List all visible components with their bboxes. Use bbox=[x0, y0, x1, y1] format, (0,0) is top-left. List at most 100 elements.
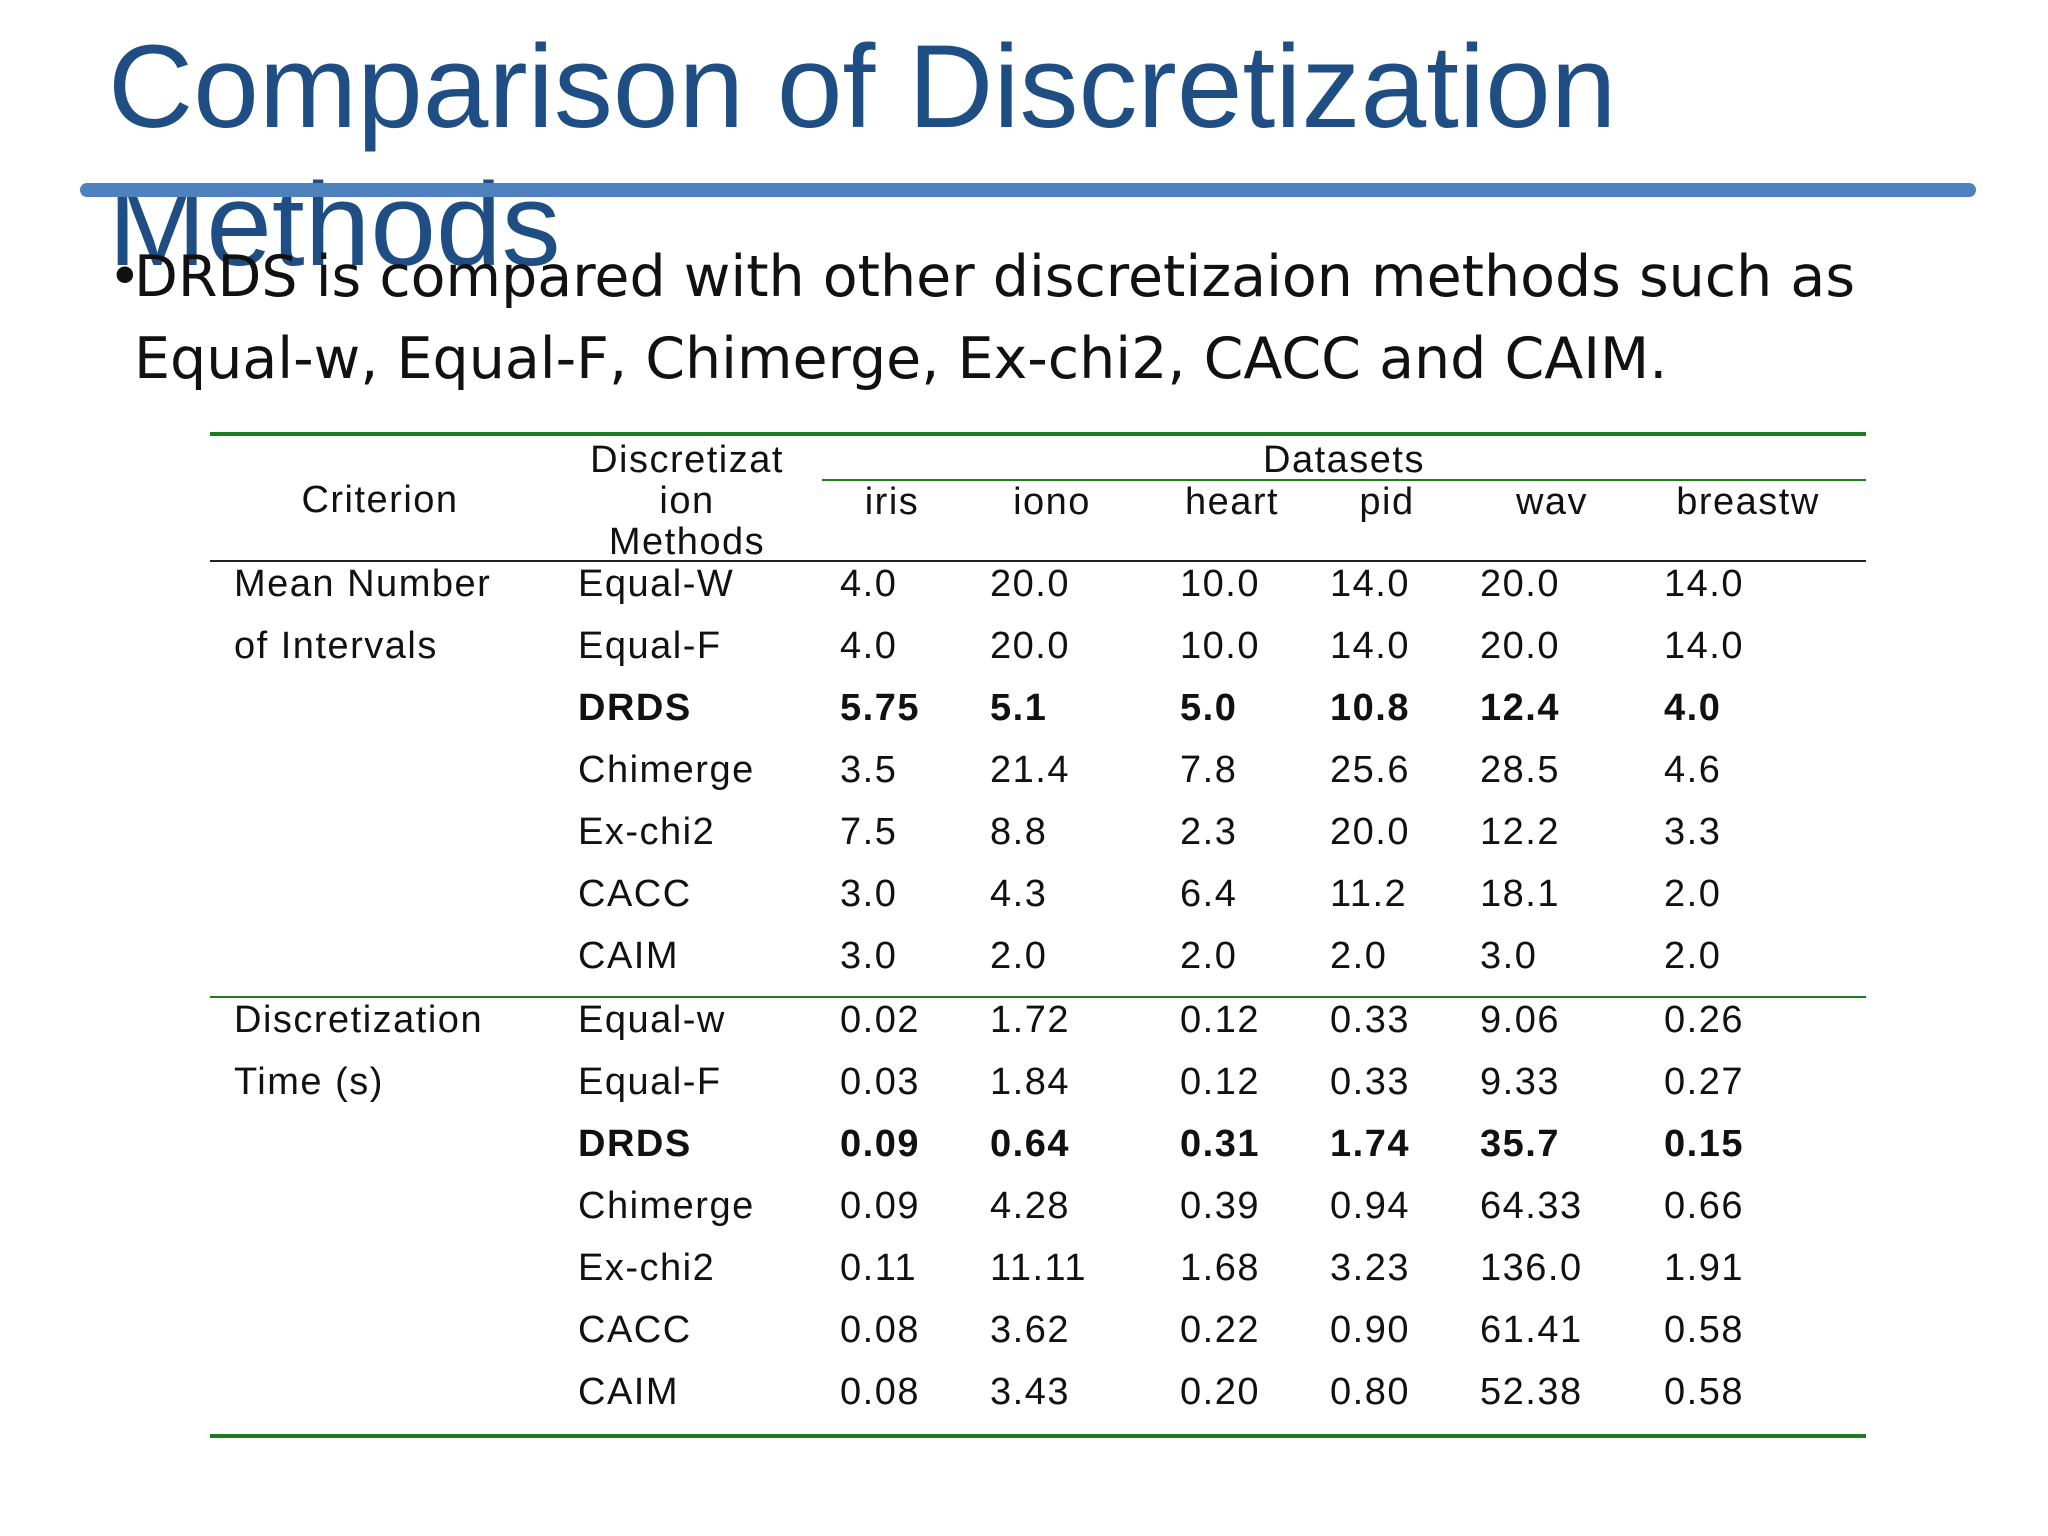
method-cell: Chimerge bbox=[578, 1185, 755, 1227]
method-header-line-1: Discretizat bbox=[590, 439, 784, 481]
value-cell: 2.0 bbox=[1330, 935, 1388, 977]
value-cell: 52.38 bbox=[1480, 1371, 1583, 1413]
value-cell: 0.08 bbox=[840, 1309, 920, 1351]
value-cell: 0.20 bbox=[1180, 1371, 1260, 1413]
criterion-label: of Intervals bbox=[234, 625, 438, 667]
value-cell: 0.11 bbox=[840, 1247, 918, 1289]
method-cell: Ex-chi2 bbox=[578, 811, 716, 853]
value-cell: 14.0 bbox=[1330, 625, 1410, 667]
value-cell: 0.33 bbox=[1330, 1061, 1410, 1103]
value-cell: 2.0 bbox=[1664, 873, 1722, 915]
dataset-header-pid: pid bbox=[1359, 481, 1415, 523]
value-cell: 20.0 bbox=[1330, 811, 1410, 853]
value-cell: 4.28 bbox=[990, 1185, 1070, 1227]
datasets-header-rule bbox=[822, 479, 1866, 481]
value-cell: 3.3 bbox=[1664, 811, 1722, 853]
datasets-header: Datasets bbox=[1263, 439, 1425, 481]
method-cell: Equal-F bbox=[578, 625, 722, 667]
value-cell: 5.75 bbox=[840, 687, 920, 729]
value-cell: 28.5 bbox=[1480, 749, 1560, 791]
value-cell: 0.33 bbox=[1330, 999, 1410, 1041]
method-cell: DRDS bbox=[578, 687, 692, 729]
value-cell: 3.43 bbox=[990, 1371, 1070, 1413]
value-cell: 0.80 bbox=[1330, 1371, 1410, 1413]
criterion-header: Criterion bbox=[301, 479, 459, 521]
value-cell: 2.0 bbox=[990, 935, 1048, 977]
value-cell: 0.08 bbox=[840, 1371, 920, 1413]
dataset-header-iono: iono bbox=[1013, 481, 1091, 523]
value-cell: 0.09 bbox=[840, 1185, 920, 1227]
value-cell: 14.0 bbox=[1664, 625, 1744, 667]
value-cell: 21.4 bbox=[990, 749, 1070, 791]
value-cell: 3.62 bbox=[990, 1309, 1070, 1351]
value-cell: 1.91 bbox=[1664, 1247, 1744, 1289]
value-cell: 10.0 bbox=[1180, 625, 1260, 667]
method-header-line-3: Methods bbox=[608, 521, 766, 563]
value-cell: 3.0 bbox=[840, 935, 898, 977]
dataset-header-iris: iris bbox=[864, 481, 920, 523]
value-cell: 10.8 bbox=[1330, 687, 1410, 729]
value-cell: 7.8 bbox=[1180, 749, 1238, 791]
method-cell: CAIM bbox=[578, 935, 679, 977]
value-cell: 0.26 bbox=[1664, 999, 1744, 1041]
value-cell: 1.74 bbox=[1330, 1123, 1410, 1165]
value-cell: 8.8 bbox=[990, 811, 1048, 853]
value-cell: 1.84 bbox=[990, 1061, 1070, 1103]
value-cell: 9.33 bbox=[1480, 1061, 1560, 1103]
table-bottom-rule bbox=[210, 1434, 1866, 1438]
value-cell: 136.0 bbox=[1480, 1247, 1583, 1289]
table-top-rule bbox=[210, 432, 1866, 436]
value-cell: 61.41 bbox=[1480, 1309, 1583, 1351]
value-cell: 0.31 bbox=[1180, 1123, 1260, 1165]
method-cell: Equal-w bbox=[578, 999, 726, 1041]
value-cell: 20.0 bbox=[990, 625, 1070, 667]
slide-title: Comparison of Discretization Methods bbox=[108, 21, 1617, 291]
value-cell: 2.0 bbox=[1180, 935, 1238, 977]
method-cell: CACC bbox=[578, 873, 692, 915]
value-cell: 20.0 bbox=[1480, 625, 1560, 667]
value-cell: 0.09 bbox=[840, 1123, 920, 1165]
value-cell: 3.5 bbox=[840, 749, 898, 791]
value-cell: 2.0 bbox=[1664, 935, 1722, 977]
value-cell: 0.39 bbox=[1180, 1185, 1260, 1227]
value-cell: 0.58 bbox=[1664, 1309, 1744, 1351]
bullet-icon: • bbox=[108, 244, 142, 310]
value-cell: 0.27 bbox=[1664, 1061, 1744, 1103]
criterion-label: Mean Number bbox=[234, 563, 492, 605]
value-cell: 3.0 bbox=[1480, 935, 1538, 977]
method-cell: Equal-F bbox=[578, 1061, 722, 1103]
value-cell: 4.0 bbox=[1664, 687, 1722, 729]
method-cell: Ex-chi2 bbox=[578, 1247, 716, 1289]
value-cell: 3.23 bbox=[1330, 1247, 1410, 1289]
value-cell: 64.33 bbox=[1480, 1185, 1583, 1227]
value-cell: 10.0 bbox=[1180, 563, 1260, 605]
criterion-label: Time (s) bbox=[234, 1061, 384, 1103]
method-cell: CAIM bbox=[578, 1371, 679, 1413]
group-divider-rule bbox=[210, 996, 1866, 998]
value-cell: 9.06 bbox=[1480, 999, 1560, 1041]
value-cell: 4.6 bbox=[1664, 749, 1722, 791]
value-cell: 0.22 bbox=[1180, 1309, 1260, 1351]
value-cell: 4.0 bbox=[840, 563, 898, 605]
value-cell: 20.0 bbox=[990, 563, 1070, 605]
value-cell: 0.58 bbox=[1664, 1371, 1744, 1413]
value-cell: 0.03 bbox=[840, 1061, 920, 1103]
method-cell: CACC bbox=[578, 1309, 692, 1351]
dataset-header-heart: heart bbox=[1184, 481, 1280, 523]
value-cell: 0.64 bbox=[990, 1123, 1070, 1165]
bullet-text: DRDS is compared with other discretizaio… bbox=[134, 244, 1856, 392]
value-cell: 2.3 bbox=[1180, 811, 1238, 853]
value-cell: 18.1 bbox=[1480, 873, 1560, 915]
title-underline bbox=[80, 183, 1976, 197]
comparison-table: Criterion Discretizat ion Methods Datase… bbox=[210, 432, 1866, 1440]
value-cell: 1.68 bbox=[1180, 1247, 1260, 1289]
value-cell: 0.02 bbox=[840, 999, 920, 1041]
value-cell: 11.2 bbox=[1330, 873, 1408, 915]
value-cell: 0.12 bbox=[1180, 1061, 1260, 1103]
value-cell: 4.0 bbox=[840, 625, 898, 667]
value-cell: 14.0 bbox=[1664, 563, 1744, 605]
bullet-point: •DRDS is compared with other discretizai… bbox=[108, 236, 1914, 400]
value-cell: 11.11 bbox=[990, 1247, 1087, 1289]
value-cell: 0.94 bbox=[1330, 1185, 1410, 1227]
value-cell: 14.0 bbox=[1330, 563, 1410, 605]
